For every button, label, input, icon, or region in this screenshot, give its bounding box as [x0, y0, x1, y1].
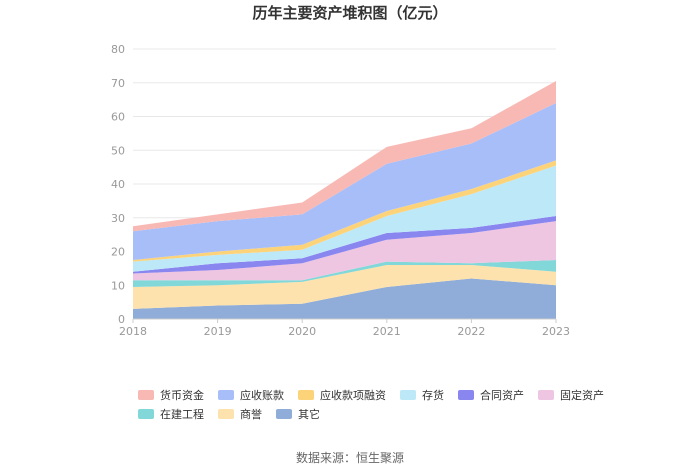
y-tick-label: 80 — [111, 43, 125, 56]
x-tick-label: 2020 — [288, 325, 316, 338]
x-tick-label: 2021 — [373, 325, 401, 338]
legend-item[interactable]: 合同资产 — [458, 388, 524, 402]
axes: 0 10 20 30 40 50 60 70 80 2018 2019 2020 2021 2022 202… — [111, 43, 570, 338]
legend-swatch — [218, 409, 234, 419]
legend-item[interactable]: 应收账款 — [218, 388, 284, 402]
legend-label: 货币资金 — [160, 388, 204, 402]
legend-label: 应收账款 — [240, 388, 284, 402]
area-series-1 — [133, 265, 556, 309]
legend-swatch — [138, 409, 154, 419]
area-series-7 — [133, 103, 556, 260]
legend-label: 在建工程 — [160, 407, 204, 421]
x-tick-label: 2019 — [204, 325, 232, 338]
y-tick-label: 70 — [111, 77, 125, 90]
legend-label: 固定资产 — [560, 388, 604, 402]
area-series-4 — [133, 216, 556, 274]
chart-title: 历年主要资产堆积图（亿元） — [252, 4, 447, 22]
legend-item[interactable]: 货币资金 — [138, 388, 204, 402]
y-tick-label: 30 — [111, 212, 125, 225]
legend-item[interactable]: 应收款项融资 — [298, 388, 386, 402]
legend-swatch — [218, 390, 234, 400]
data-source-note: 数据来源：恒生聚源 — [296, 450, 404, 465]
legend-item[interactable]: 在建工程 — [138, 407, 204, 421]
legend-label: 其它 — [298, 407, 320, 421]
legend-label: 存货 — [422, 388, 444, 402]
x-tick-label: 2022 — [457, 325, 485, 338]
area-series-0 — [133, 278, 556, 319]
y-tick-label: 20 — [111, 246, 125, 259]
x-tick-label: 2023 — [542, 325, 570, 338]
legend-swatch — [276, 409, 292, 419]
legend-label: 商誉 — [240, 407, 262, 421]
legend-swatch — [458, 390, 474, 400]
area-series — [133, 81, 556, 319]
y-tick-label: 0 — [118, 313, 125, 326]
area-series-5 — [133, 165, 556, 272]
legend-swatch — [298, 390, 314, 400]
area-series-3 — [133, 221, 556, 281]
y-tick-label: 40 — [111, 178, 125, 191]
legend-swatch — [138, 390, 154, 400]
legend-swatch — [538, 390, 554, 400]
x-tick-label: 2018 — [119, 325, 147, 338]
legend-label: 合同资产 — [480, 388, 524, 402]
y-tick-label: 50 — [111, 144, 125, 157]
y-tick-label: 10 — [111, 279, 125, 292]
legend-swatch — [400, 390, 416, 400]
legend-item[interactable]: 存货 — [400, 388, 444, 402]
legend-item[interactable]: 其它 — [276, 407, 320, 421]
legend-item[interactable]: 固定资产 — [538, 388, 604, 402]
legend-label: 应收款项融资 — [320, 388, 386, 402]
y-tick-label: 60 — [111, 111, 125, 124]
legend-item[interactable]: 商誉 — [218, 407, 262, 421]
